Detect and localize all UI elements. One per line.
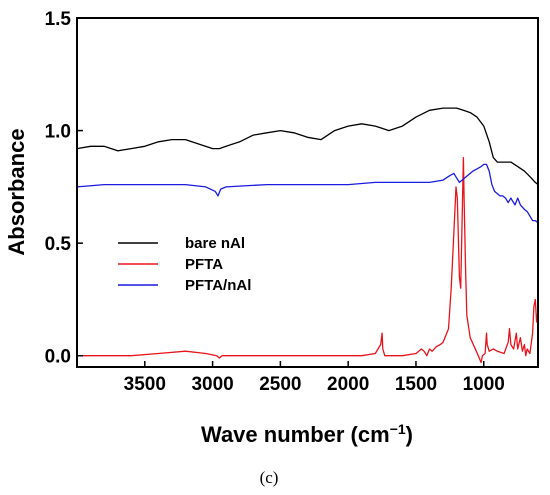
y-tick-label: 1.0 xyxy=(45,122,71,143)
legend-label-pfta: PFTA xyxy=(185,256,223,273)
x-tick-label: 3000 xyxy=(191,374,233,395)
series-lines xyxy=(76,107,539,364)
x-axis-title: Wave number (cm−1) xyxy=(201,421,413,447)
y-tick-label: 1.5 xyxy=(45,9,72,30)
x-tick-label: 2500 xyxy=(259,374,301,395)
legend-label-bare-nal: bare nAl xyxy=(185,235,245,252)
axis-ticks: 3500 3000 2500 2000 1500 1000 0.0 0.5 1.0 1.5 xyxy=(45,9,505,395)
series-line-bare-nal xyxy=(76,107,539,186)
y-tick-label: 0.5 xyxy=(45,234,72,255)
x-tick-label: 1500 xyxy=(395,374,437,395)
y-tick-label: 0.0 xyxy=(45,347,71,368)
legend-label-pfta-nal: PFTA/nAl xyxy=(185,277,251,294)
plot-frame xyxy=(76,17,539,368)
x-axis-title-end: ) xyxy=(406,422,413,447)
x-axis-title-main: Wave number (cm xyxy=(201,422,390,447)
x-axis-title-superscript: −1 xyxy=(390,421,406,437)
x-tick-label: 2000 xyxy=(327,374,369,395)
y-axis-title: Absorbance xyxy=(4,128,29,255)
series-line-pfta-nal xyxy=(76,163,539,224)
legend: bare nAl PFTA PFTA/nAl xyxy=(118,235,251,294)
x-tick-label: 1000 xyxy=(463,374,505,395)
x-tick-label: 3500 xyxy=(124,374,166,395)
panel-label: (c) xyxy=(260,468,279,487)
series-line-pfta xyxy=(77,156,539,364)
